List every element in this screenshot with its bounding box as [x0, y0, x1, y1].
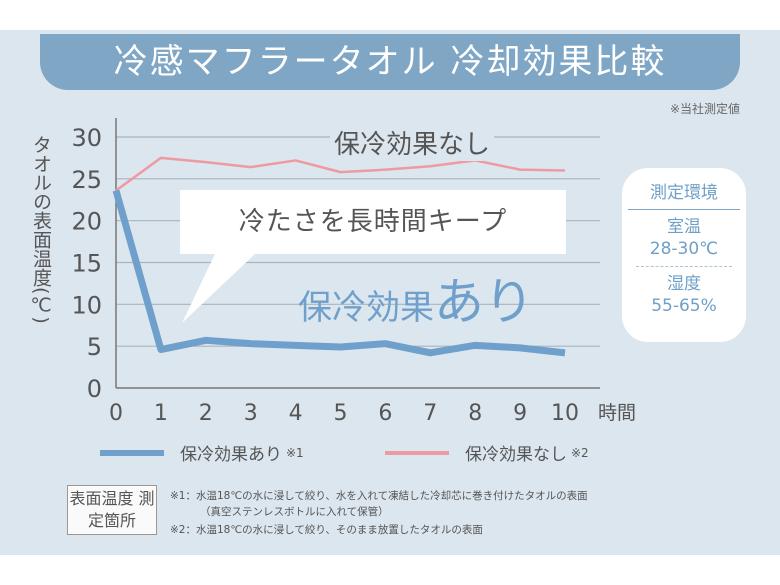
label-emph: なし — [438, 130, 491, 160]
x-tick-label: 4 — [289, 401, 303, 426]
y-tick-label: 30 — [71, 124, 102, 152]
x-tick-label: 9 — [513, 401, 527, 426]
series-line-no-cooling — [115, 156, 566, 192]
legend-label: 保冷効果あり — [180, 445, 282, 465]
footnote-2: ※2：水温18℃の水に浸して絞り、そのまま放置したタオルの表面 — [170, 524, 483, 536]
y-tick-label: 10 — [71, 291, 102, 319]
y-tick-label: 0 — [87, 375, 102, 403]
label-with-cooling: 保冷効果あり — [298, 262, 534, 334]
legend-mark: ※2 — [571, 445, 589, 460]
x-tick-label: 7 — [423, 401, 437, 426]
label-emph: あり — [434, 273, 534, 331]
env-heading: 測定環境 — [628, 178, 740, 210]
x-tick-label: 6 — [378, 401, 392, 426]
x-tick-label: 8 — [468, 401, 482, 426]
callout-tail — [182, 254, 255, 323]
y-tick-label: 15 — [71, 250, 102, 278]
divider — [636, 266, 732, 267]
environment-box: 測定環境 室温 28-30℃ 湿度 55-65% — [622, 168, 746, 342]
humidity-value: 55-65% — [651, 296, 717, 316]
x-tick-label: 1 — [154, 401, 168, 426]
measurement-note: ※当社測定値 — [669, 102, 740, 116]
x-tick-label: 10 — [551, 401, 579, 426]
label-main: 保冷効果 — [334, 130, 439, 160]
chart-title: 冷感マフラータオル 冷却効果比較 — [40, 34, 740, 90]
x-tick-label: 2 — [199, 401, 213, 426]
legend-swatch — [385, 450, 449, 455]
y-axis-label: タオルの表面温度(℃) — [30, 135, 52, 324]
footnote-1: ※1：水温18℃の水に浸して絞り、水を入れて凍結した冷却芯に巻き付けたタオルの表… — [170, 490, 588, 502]
x-axis-label: 時間 — [598, 402, 637, 424]
room-temp-value: 28-30℃ — [649, 239, 719, 259]
legend-mark: ※1 — [286, 445, 304, 460]
room-temp-label: 室温 — [667, 217, 701, 237]
measurement-location-box: 表面温度 測定箇所 — [67, 485, 157, 535]
callout-bubble: 冷たさを長時間キープ — [180, 190, 566, 254]
legend-item-no-cooling: 保冷効果なし ※2 — [385, 440, 589, 465]
footnote-1-sub: （真空ステンレスボトルに入れて保管） — [200, 506, 389, 518]
legend-item-with-cooling: 保冷効果あり ※1 — [100, 440, 304, 465]
legend-label: 保冷効果なし — [465, 445, 567, 465]
label-main: 保冷効果 — [298, 288, 434, 328]
y-tick-label: 20 — [71, 208, 102, 236]
x-tick-label: 3 — [244, 401, 258, 426]
label-no-cooling: 保冷効果なし — [330, 124, 495, 161]
legend-swatch — [100, 449, 164, 456]
humidity-label: 湿度 — [667, 274, 701, 294]
x-tick-label: 5 — [334, 401, 348, 426]
y-tick-label: 5 — [87, 333, 102, 361]
x-tick-label: 0 — [109, 401, 123, 426]
y-tick-label: 25 — [71, 166, 102, 194]
